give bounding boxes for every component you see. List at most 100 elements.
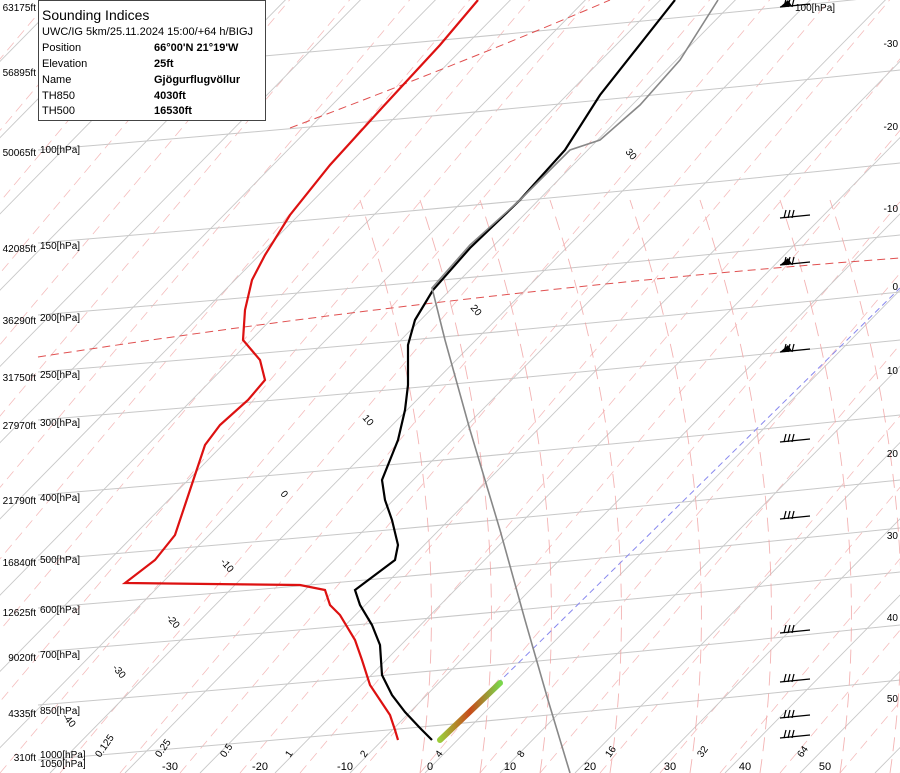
isotherm-line bbox=[124, 0, 886, 773]
pressure-label: 1000[hPa] bbox=[40, 750, 86, 761]
isobar-line bbox=[37, 624, 900, 706]
temperature-tick-label: -10 bbox=[337, 761, 353, 773]
wind-barb-feather bbox=[787, 209, 791, 219]
isotherm-label: -30 bbox=[110, 663, 128, 681]
wind-barb-feather bbox=[783, 624, 787, 634]
temperature-tick-label: 50 bbox=[819, 761, 831, 773]
altitude-label: 50065ft bbox=[3, 148, 37, 159]
altitude-label: 42085ft bbox=[3, 244, 37, 255]
dry-adiabat-line bbox=[659, 486, 900, 773]
temperature-tick-label: 40 bbox=[739, 761, 751, 773]
pressure-label: 850[hPa] bbox=[40, 706, 80, 717]
wind-barb-staff bbox=[779, 515, 811, 520]
dry-adiabat-line bbox=[719, 558, 900, 773]
altitude-label: 4335ft bbox=[8, 709, 36, 720]
moist-adiabat-line bbox=[829, 199, 900, 773]
mixing-ratio-label: 0.125 bbox=[93, 733, 117, 760]
pressure-label: 500[hPa] bbox=[40, 555, 80, 566]
mixing-ratio-label: 8 bbox=[515, 748, 527, 759]
sounding-curves bbox=[121, 0, 719, 773]
isotherm-line bbox=[874, 746, 900, 773]
panel-title: Sounding Indices bbox=[42, 7, 150, 23]
pressure-label: 700[hPa] bbox=[40, 650, 80, 661]
dry-adiabat-line bbox=[0, 0, 351, 417]
altitude-label: 31750ft bbox=[3, 373, 37, 384]
isobar-line bbox=[37, 414, 900, 496]
wind-barb-feather bbox=[787, 709, 791, 719]
mixing-ratio-label: 16 bbox=[603, 744, 619, 760]
mixing-ratio-label: 4 bbox=[433, 748, 445, 759]
wind-barb-feather bbox=[787, 433, 791, 443]
altitude-label: 12625ft bbox=[3, 608, 37, 619]
dry-adiabat-line bbox=[599, 415, 900, 773]
moist-adiabat-line bbox=[359, 199, 432, 773]
altitude-label: 16840ft bbox=[3, 558, 37, 569]
wind-barb-feather bbox=[783, 209, 787, 219]
altitude-label: 21790ft bbox=[3, 496, 37, 507]
dry-adiabat-line bbox=[419, 201, 900, 773]
row-label: Name bbox=[42, 74, 72, 86]
dry-adiabat-line bbox=[179, 0, 831, 773]
isotherm-label: -10 bbox=[218, 557, 236, 575]
pressure-label: 1050[hPa] bbox=[40, 759, 86, 770]
mixing-ratio-label: 32 bbox=[695, 744, 711, 760]
wind-barb bbox=[779, 709, 811, 719]
isotherm-line bbox=[199, 60, 900, 773]
wind-barb-staff bbox=[779, 214, 811, 219]
wind-barb-staff bbox=[779, 438, 811, 443]
altitude-label: 9020ft bbox=[8, 653, 36, 664]
wind-barb bbox=[779, 209, 811, 219]
isobar-line bbox=[37, 339, 900, 421]
wind-barb-feather bbox=[791, 624, 795, 634]
row-label: TH850 bbox=[42, 90, 76, 102]
altitude-label: 27970ft bbox=[3, 421, 37, 432]
dry-adiabat-line bbox=[479, 272, 900, 773]
wind-barb bbox=[779, 0, 811, 8]
wind-barb-staff bbox=[779, 678, 811, 683]
wind-barbs bbox=[779, 0, 811, 739]
isobar-line bbox=[37, 679, 900, 761]
moist-adiabat-line bbox=[479, 199, 552, 773]
isotherm-line bbox=[0, 0, 136, 139]
wind-barb-staff bbox=[779, 714, 811, 719]
isobar-line bbox=[37, 479, 900, 561]
isotherm-line bbox=[424, 289, 900, 773]
panel-subtitle: UWC/IG 5km/25.11.2024 15:00/+64 h/BIGJ bbox=[42, 26, 254, 38]
wind-barb-feather bbox=[791, 709, 795, 719]
wind-barb-pennant bbox=[780, 258, 792, 265]
dry-adiabat-line bbox=[239, 0, 891, 773]
reference-dashed-line bbox=[37, 257, 900, 358]
isotherm-label: 0 bbox=[278, 489, 290, 501]
right-axis-tick-label: -20 bbox=[884, 122, 899, 133]
dry-adiabat-line bbox=[299, 58, 900, 773]
altitude-label: 63175ft bbox=[3, 3, 37, 14]
right-axis-tick-label: 10 bbox=[887, 366, 899, 377]
right-axis-tick-label: 0 bbox=[892, 282, 898, 293]
isotherm-line bbox=[724, 594, 900, 773]
wind-barb-feather bbox=[791, 729, 795, 739]
wind-barb-feather bbox=[787, 673, 791, 683]
wind-barb-pennant bbox=[780, 345, 792, 352]
wind-barb bbox=[779, 729, 811, 739]
wind-barb-feather bbox=[787, 729, 791, 739]
pressure-label: 600[hPa] bbox=[40, 605, 80, 616]
isotherm-line bbox=[574, 441, 900, 773]
isobar-line bbox=[37, 571, 900, 653]
moist-adiabat-line bbox=[549, 199, 622, 773]
dry-adiabat-line bbox=[0, 0, 591, 703]
isotherm-line bbox=[649, 518, 900, 773]
isobar-line bbox=[37, 69, 900, 151]
isotherm-line bbox=[499, 365, 900, 773]
sounding-indices-panel: Sounding Indices UWC/IG 5km/25.11.2024 1… bbox=[38, 0, 266, 121]
wind-barb bbox=[779, 343, 811, 353]
isobar-line bbox=[37, 162, 900, 244]
dry-adiabat-line bbox=[0, 0, 471, 560]
pressure-label: 300[hPa] bbox=[40, 418, 80, 429]
wind-barb bbox=[779, 624, 811, 634]
isotherm-label: 10 bbox=[360, 413, 376, 429]
parcel-curve bbox=[431, 0, 719, 773]
dewpoint-curve bbox=[121, 0, 479, 741]
isotherm-line bbox=[274, 136, 900, 773]
wind-barb-staff bbox=[779, 629, 811, 634]
isotherm-line bbox=[0, 0, 736, 749]
